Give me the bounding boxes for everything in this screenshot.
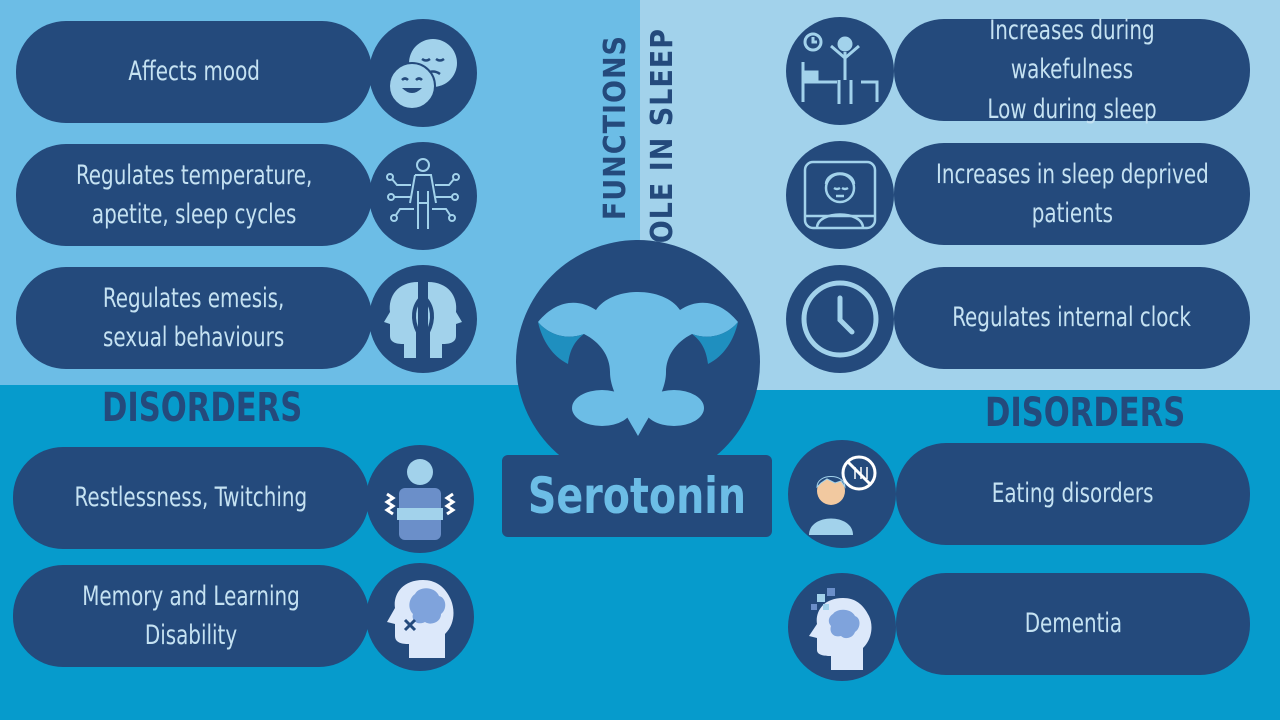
function-item: Regulates temperature, apetite, sleep cy… <box>16 144 372 246</box>
function-item: Regulates emesis, sexual behaviours <box>16 267 372 369</box>
disorders-left-heading: DISORDERS <box>102 385 303 431</box>
sleep-role-text: Increases in sleep deprived patients <box>935 158 1209 229</box>
disorder-item: Memory and Learning Disability <box>13 565 369 667</box>
twitching-person-icon <box>366 445 474 553</box>
sleep-role-item: Increases during wakefulness Low during … <box>894 15 1250 125</box>
brain-x-icon <box>366 563 474 671</box>
sleep-role-item: Increases in sleep deprived patients <box>894 143 1250 245</box>
body-network-icon <box>369 142 477 250</box>
disorder-text: Memory and Learning Disability <box>82 580 300 651</box>
two-heads-icon <box>369 265 477 373</box>
clock-icon <box>786 265 894 373</box>
disorder-item: Eating disorders <box>896 443 1250 545</box>
title: Serotonin <box>527 467 747 525</box>
disorder-text: Restlessness, Twitching <box>74 482 308 514</box>
tired-person-icon <box>786 141 894 249</box>
function-text: Regulates emesis, sexual behaviours <box>103 282 285 353</box>
mood-faces-icon <box>369 19 477 127</box>
disorder-item: Dementia <box>896 573 1250 675</box>
function-item: Affects mood <box>16 21 372 123</box>
disorders-right-heading: DISORDERS <box>985 390 1186 436</box>
role-in-sleep-label: ROLE IN SLEEP <box>645 28 680 266</box>
center-emblem <box>516 240 760 484</box>
title-box: Serotonin <box>502 455 772 537</box>
dementia-head-icon <box>788 573 896 681</box>
disorder-item: Restlessness, Twitching <box>13 447 369 549</box>
functions-label: FUNCTIONS <box>598 35 633 221</box>
disorder-text: Eating disorders <box>992 478 1154 510</box>
function-text: Regulates temperature, apetite, sleep cy… <box>75 159 313 230</box>
sleep-role-text: Regulates internal clock <box>952 302 1192 334</box>
no-food-person-icon <box>788 440 896 548</box>
function-text: Affects mood <box>128 56 260 88</box>
disorder-text: Dementia <box>1024 608 1122 640</box>
bed-waking-icon <box>786 17 894 125</box>
sleep-role-item: Regulates internal clock <box>894 267 1250 369</box>
sleep-role-text: Increases during wakefulness Low during … <box>987 15 1157 125</box>
serotonin-emblem-icon <box>538 292 738 436</box>
